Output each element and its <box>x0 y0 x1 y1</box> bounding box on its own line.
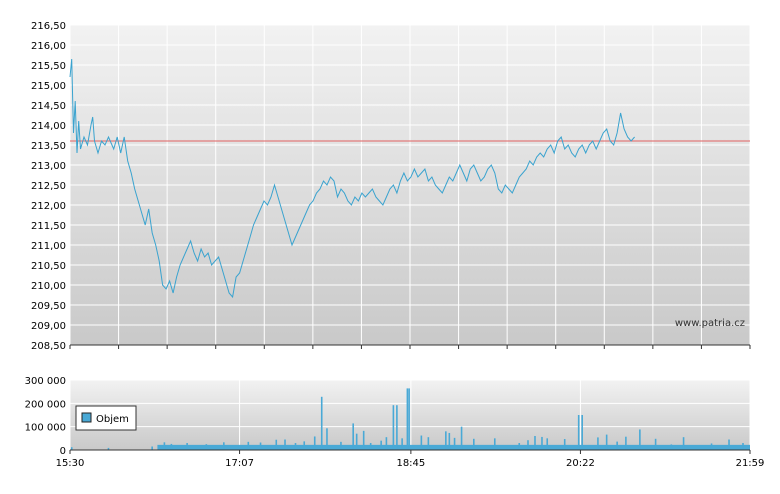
volume-bar <box>728 439 730 450</box>
volume-y-tick-label: 100 000 <box>25 423 66 434</box>
price-y-tick-label: 216,50 <box>31 21 66 32</box>
volume-bar <box>518 443 521 450</box>
volume-bar <box>294 443 297 450</box>
volume-bar <box>605 434 608 450</box>
price-y-tick-label: 210,50 <box>31 261 66 272</box>
volume-bar <box>352 423 354 450</box>
price-y-tick-label: 211,00 <box>31 241 66 252</box>
volume-bar <box>420 435 423 450</box>
volume-y-axis-labels: 0 100 000 200 000 300 000 <box>25 376 66 457</box>
volume-bar <box>616 441 618 450</box>
volume-bar <box>163 442 166 450</box>
volume-bar <box>682 437 685 450</box>
volume-bar <box>534 436 536 450</box>
x-tick-label: 21:59 <box>736 458 765 469</box>
price-gridlines <box>69 24 751 346</box>
volume-y-tick-label: 300 000 <box>25 376 66 387</box>
volume-bar <box>742 443 744 450</box>
volume-bar <box>710 443 713 450</box>
square-swatch-icon <box>81 412 92 423</box>
volume-bar <box>340 441 342 450</box>
price-x-axis-ticks <box>69 345 751 349</box>
volume-bar <box>460 426 463 450</box>
volume-y-tick-label: 0 <box>60 446 66 457</box>
volume-baseline-bar <box>157 444 751 450</box>
volume-bar <box>581 415 583 450</box>
volume-bar <box>563 439 566 450</box>
price-y-tick-label: 213,00 <box>31 161 66 172</box>
volume-bar <box>493 438 496 450</box>
volume-bar <box>453 437 456 450</box>
volume-bar <box>151 446 153 450</box>
volume-x-axis-labels: 15:30 17:07 18:45 20:22 21:59 <box>56 450 765 469</box>
price-y-tick-label: 208,50 <box>31 341 66 352</box>
x-tick-label: 17:07 <box>225 458 254 469</box>
volume-bar <box>654 438 657 450</box>
price-y-tick-label: 215,50 <box>31 61 66 72</box>
volume-bar <box>408 388 410 450</box>
price-y-tick-label: 210,00 <box>31 281 66 292</box>
volume-bar <box>355 433 358 450</box>
legend-label: Objem <box>96 414 129 425</box>
price-y-tick-label: 214,00 <box>31 121 66 132</box>
price-y-tick-label: 214,50 <box>31 101 66 112</box>
watermark-text: www.patria.cz <box>675 318 745 329</box>
volume-bar <box>247 441 250 450</box>
price-y-tick-label: 211,50 <box>31 221 66 232</box>
price-y-axis-labels: 208,50 209,00 209,50 210,00 210,50 211,00 211,… <box>31 21 66 352</box>
price-series-line <box>69 58 635 299</box>
price-y-tick-label: 215,00 <box>31 81 66 92</box>
volume-bar <box>320 396 323 450</box>
volume-bar <box>406 388 409 450</box>
price-y-tick-label: 209,50 <box>31 301 66 312</box>
volume-bar <box>546 438 549 450</box>
volume-bar <box>541 436 543 450</box>
volume-bar <box>369 443 372 450</box>
volume-bar <box>625 436 627 450</box>
price-chart-panel: 208,50 209,00 209,50 210,00 210,50 211,00 211,… <box>31 21 751 352</box>
volume-plot-background <box>70 380 750 450</box>
volume-bar <box>259 442 262 450</box>
x-tick-label: 20:22 <box>566 458 595 469</box>
volume-bar <box>205 444 208 450</box>
volume-y-tick-label: 200 000 <box>25 399 66 410</box>
price-y-tick-label: 212,00 <box>31 201 66 212</box>
volume-bar <box>313 436 316 450</box>
volume-bar <box>170 443 173 450</box>
volume-bar <box>639 429 641 450</box>
price-y-tick-label: 216,00 <box>31 41 66 52</box>
volume-bar <box>362 430 365 450</box>
volume-bar <box>186 443 188 450</box>
volume-bar <box>380 440 382 450</box>
volume-bar <box>392 405 395 450</box>
volume-bar <box>597 437 599 450</box>
volume-bar <box>70 447 73 450</box>
volume-bar <box>326 428 328 450</box>
x-tick-label: 15:30 <box>56 458 85 469</box>
volume-bar <box>427 437 430 450</box>
volume-bar <box>577 415 580 450</box>
volume-bar <box>448 432 451 450</box>
volume-bar <box>396 405 398 450</box>
volume-bar <box>275 439 278 450</box>
volume-bar <box>223 442 225 450</box>
price-y-tick-label: 209,00 <box>31 321 66 332</box>
price-y-tick-label: 213,50 <box>31 141 66 152</box>
volume-bars <box>70 388 751 450</box>
volume-bar <box>527 440 529 450</box>
volume-legend: Objem <box>75 405 137 431</box>
volume-bar <box>670 444 673 450</box>
volume-bar <box>303 441 306 450</box>
volume-chart-panel: 0 100 000 200 000 300 000 15:30 17:07 18:45 20… <box>25 376 765 469</box>
price-y-tick-label: 212,50 <box>31 181 66 192</box>
volume-bar <box>107 447 110 450</box>
volume-bar <box>445 431 447 450</box>
volume-bar <box>284 439 286 450</box>
volume-bar <box>473 438 475 450</box>
volume-bar <box>401 438 403 450</box>
x-tick-label: 18:45 <box>396 458 425 469</box>
volume-bar <box>385 437 388 450</box>
